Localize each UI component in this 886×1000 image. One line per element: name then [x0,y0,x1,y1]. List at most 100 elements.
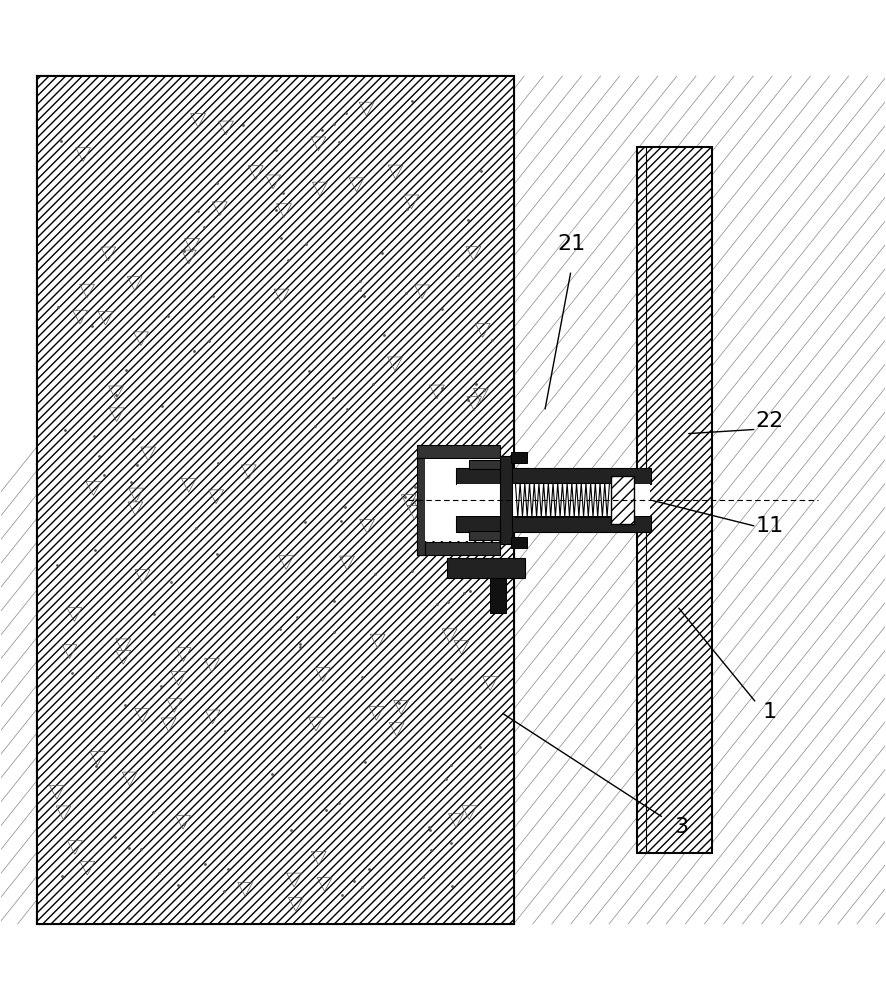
Point [368,566,382,582]
Point [55,868,69,884]
Point [462,583,477,599]
Point [108,829,122,845]
Point [50,557,64,573]
Point [327,593,341,609]
Point [435,380,449,396]
Point [441,594,455,610]
Point [90,669,105,685]
Text: 3: 3 [674,817,688,837]
Point [292,636,307,652]
Point [319,802,333,818]
Point [146,804,160,820]
Point [299,236,314,252]
Point [366,376,380,392]
Point [122,840,136,856]
Bar [637,147,712,853]
Point [161,308,175,324]
Point [177,816,191,832]
Point [177,243,191,259]
Point [377,327,391,343]
Bar [470,531,501,540]
Point [237,117,251,133]
Point [124,474,138,490]
Point [330,452,345,468]
Point [119,362,133,378]
Point [451,267,465,283]
Point [58,422,72,438]
Point [290,609,304,625]
Point [147,606,161,622]
Point [477,382,491,398]
Point [424,822,438,838]
Point [134,841,148,857]
Point [338,499,352,515]
Bar [416,458,425,555]
Point [217,883,231,899]
Point [416,869,431,885]
Point [451,526,465,542]
Point [357,288,371,304]
Bar [456,516,650,532]
Point [327,624,341,640]
Text: 1: 1 [763,702,777,722]
Point [361,861,376,877]
Bar [416,542,501,555]
Point [206,288,221,304]
Point [340,401,354,417]
Point [405,93,419,109]
Point [461,392,475,408]
Point [327,116,341,132]
Bar [501,456,512,544]
Point [332,795,346,811]
Point [354,879,369,895]
Point [334,513,348,529]
Point [474,163,488,179]
Point [485,332,499,348]
Point [154,678,168,694]
Point [92,448,106,464]
Point [435,301,449,317]
Point [97,467,112,483]
Point [276,185,291,201]
Point [165,574,179,590]
Point [473,739,487,755]
Bar [511,537,527,548]
Point [66,665,80,681]
Point [197,219,211,235]
Point [358,754,372,770]
Point [87,428,101,444]
Bar [425,459,501,541]
Point [338,105,353,121]
Point [308,418,323,434]
Point [268,142,283,158]
Point [189,520,203,536]
Point [334,550,348,566]
Point [126,431,140,447]
Point [424,842,439,858]
Point [431,596,445,612]
Point [461,212,475,228]
Text: 11: 11 [756,516,784,536]
Point [198,856,212,872]
Point [119,697,133,713]
Bar [36,76,514,924]
Point [211,455,225,471]
Point [457,585,471,601]
Bar [470,460,501,469]
Point [155,398,169,414]
Bar [447,558,525,578]
Point [210,175,224,191]
Point [445,878,459,894]
Point [355,669,369,685]
Point [210,546,224,562]
Point [335,887,349,903]
Point [439,771,454,787]
Point [444,757,458,773]
Point [444,835,458,851]
Point [299,514,313,530]
Point [274,230,288,246]
Point [444,671,458,687]
Point [423,819,437,835]
Point [221,861,235,877]
Point [326,390,340,406]
